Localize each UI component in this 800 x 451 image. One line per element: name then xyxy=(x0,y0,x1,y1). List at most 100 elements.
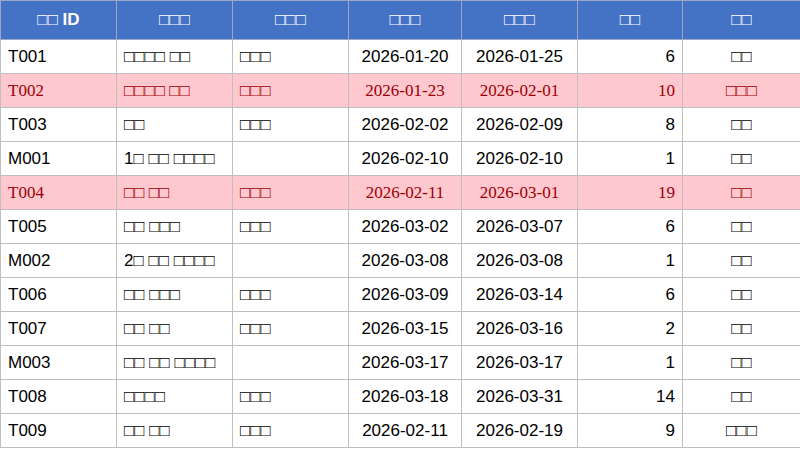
cell-assignee[interactable]: □□□ xyxy=(233,74,349,108)
cell-task-id[interactable]: T003 xyxy=(1,108,117,142)
header-cell-start-date[interactable]: □□□ xyxy=(349,1,462,40)
cell-duration[interactable]: 19 xyxy=(578,176,683,210)
cell-task-id[interactable]: M003 xyxy=(1,346,117,380)
cell-task-name[interactable]: □□ xyxy=(117,108,233,142)
header-cell-end-date[interactable]: □□□ xyxy=(462,1,578,40)
cell-end-date[interactable]: 2026-03-17 xyxy=(462,346,578,380)
cell-assignee[interactable]: □□□ xyxy=(233,312,349,346)
cell-task-id[interactable]: M002 xyxy=(1,244,117,278)
header-cell-task-name[interactable]: □□□ xyxy=(117,1,233,40)
cell-task-id[interactable]: T009 xyxy=(1,414,117,448)
cell-task-name[interactable]: □□ □□ xyxy=(117,176,233,210)
cell-task-name[interactable]: □□□□ □□ xyxy=(117,74,233,108)
cell-task-name[interactable]: □□ □□□ xyxy=(117,210,233,244)
cell-start-date[interactable]: 2026-02-11 xyxy=(349,414,462,448)
cell-status[interactable]: □□ xyxy=(683,278,800,312)
cell-duration[interactable]: 6 xyxy=(578,278,683,312)
cell-assignee[interactable]: □□□ xyxy=(233,210,349,244)
cell-assignee[interactable]: □□□ xyxy=(233,414,349,448)
cell-assignee[interactable] xyxy=(233,346,349,380)
cell-status[interactable]: □□ xyxy=(683,346,800,380)
cell-status[interactable]: □□ xyxy=(683,108,800,142)
cell-duration[interactable]: 6 xyxy=(578,210,683,244)
cell-task-name[interactable]: □□ □□□ xyxy=(117,278,233,312)
cell-assignee[interactable] xyxy=(233,142,349,176)
cell-duration[interactable]: 10 xyxy=(578,74,683,108)
cell-start-date[interactable]: 2026-03-15 xyxy=(349,312,462,346)
cell-duration[interactable]: 1 xyxy=(578,142,683,176)
cell-assignee[interactable] xyxy=(233,244,349,278)
cell-end-date[interactable]: 2026-03-16 xyxy=(462,312,578,346)
cell-start-date[interactable]: 2026-03-17 xyxy=(349,346,462,380)
cell-duration[interactable]: 8 xyxy=(578,108,683,142)
table-row[interactable]: M003 □□ □□ □□□□ 2026-03-17 2026-03-17 1 … xyxy=(1,346,800,380)
cell-task-name[interactable]: □□□□ □□ xyxy=(117,40,233,74)
cell-start-date[interactable]: 2026-03-18 xyxy=(349,380,462,414)
cell-task-id[interactable]: T004 xyxy=(1,176,117,210)
table-row[interactable]: T005 □□ □□□ □□□ 2026-03-02 2026-03-07 6 … xyxy=(1,210,800,244)
table-row[interactable]: T006 □□ □□□ □□□ 2026-03-09 2026-03-14 6 … xyxy=(1,278,800,312)
header-cell-task-id[interactable]: □□ ID xyxy=(1,1,117,40)
table-row[interactable]: M001 1□ □□ □□□□ 2026-02-10 2026-02-10 1 … xyxy=(1,142,800,176)
cell-end-date[interactable]: 2026-02-19 xyxy=(462,414,578,448)
cell-status[interactable]: □□ xyxy=(683,40,800,74)
cell-assignee[interactable]: □□□ xyxy=(233,176,349,210)
cell-end-date[interactable]: 2026-03-31 xyxy=(462,380,578,414)
cell-duration[interactable]: 6 xyxy=(578,40,683,74)
cell-task-id[interactable]: T007 xyxy=(1,312,117,346)
cell-task-name[interactable]: 1□ □□ □□□□ xyxy=(117,142,233,176)
cell-start-date[interactable]: 2026-02-11 xyxy=(349,176,462,210)
cell-task-name[interactable]: □□ □□ xyxy=(117,312,233,346)
cell-duration[interactable]: 9 xyxy=(578,414,683,448)
cell-end-date[interactable]: 2026-02-09 xyxy=(462,108,578,142)
cell-status[interactable]: □□ xyxy=(683,312,800,346)
cell-end-date[interactable]: 2026-03-01 xyxy=(462,176,578,210)
cell-end-date[interactable]: 2026-03-07 xyxy=(462,210,578,244)
cell-end-date[interactable]: 2026-01-25 xyxy=(462,40,578,74)
table-row[interactable]: T007 □□ □□ □□□ 2026-03-15 2026-03-16 2 □… xyxy=(1,312,800,346)
table-row[interactable]: M002 2□ □□ □□□□ 2026-03-08 2026-03-08 1 … xyxy=(1,244,800,278)
header-cell-duration[interactable]: □□ xyxy=(578,1,683,40)
cell-status[interactable]: □□□ xyxy=(683,414,800,448)
cell-end-date[interactable]: 2026-02-01 xyxy=(462,74,578,108)
cell-end-date[interactable]: 2026-02-10 xyxy=(462,142,578,176)
cell-status[interactable]: □□ xyxy=(683,244,800,278)
table-row[interactable]: T003 □□ □□□ 2026-02-02 2026-02-09 8 □□ xyxy=(1,108,800,142)
cell-task-name[interactable]: □□ □□ xyxy=(117,414,233,448)
cell-status[interactable]: □□□ xyxy=(683,74,800,108)
cell-task-id[interactable]: T008 xyxy=(1,380,117,414)
header-cell-assignee[interactable]: □□□ xyxy=(233,1,349,40)
cell-start-date[interactable]: 2026-01-20 xyxy=(349,40,462,74)
table-row[interactable]: T004 □□ □□ □□□ 2026-02-11 2026-03-01 19 … xyxy=(1,176,800,210)
cell-assignee[interactable]: □□□ xyxy=(233,380,349,414)
cell-status[interactable]: □□ xyxy=(683,176,800,210)
cell-start-date[interactable]: 2026-02-10 xyxy=(349,142,462,176)
cell-task-name[interactable]: □□□□ xyxy=(117,380,233,414)
cell-end-date[interactable]: 2026-03-08 xyxy=(462,244,578,278)
cell-assignee[interactable]: □□□ xyxy=(233,278,349,312)
cell-status[interactable]: □□ xyxy=(683,210,800,244)
table-row[interactable]: T008 □□□□ □□□ 2026-03-18 2026-03-31 14 □… xyxy=(1,380,800,414)
cell-start-date[interactable]: 2026-03-02 xyxy=(349,210,462,244)
cell-task-id[interactable]: T002 xyxy=(1,74,117,108)
cell-task-id[interactable]: M001 xyxy=(1,142,117,176)
cell-task-id[interactable]: T001 xyxy=(1,40,117,74)
cell-start-date[interactable]: 2026-01-23 xyxy=(349,74,462,108)
cell-status[interactable]: □□ xyxy=(683,380,800,414)
cell-duration[interactable]: 14 xyxy=(578,380,683,414)
cell-assignee[interactable]: □□□ xyxy=(233,108,349,142)
cell-task-name[interactable]: □□ □□ □□□□ xyxy=(117,346,233,380)
table-row[interactable]: T009 □□ □□ □□□ 2026-02-11 2026-02-19 9 □… xyxy=(1,414,800,448)
table-row[interactable]: T002 □□□□ □□ □□□ 2026-01-23 2026-02-01 1… xyxy=(1,74,800,108)
cell-start-date[interactable]: 2026-03-09 xyxy=(349,278,462,312)
cell-duration[interactable]: 1 xyxy=(578,346,683,380)
cell-assignee[interactable]: □□□ xyxy=(233,40,349,74)
cell-task-name[interactable]: 2□ □□ □□□□ xyxy=(117,244,233,278)
cell-task-id[interactable]: T005 xyxy=(1,210,117,244)
header-cell-status[interactable]: □□ xyxy=(683,1,800,40)
table-row[interactable]: T001 □□□□ □□ □□□ 2026-01-20 2026-01-25 6… xyxy=(1,40,800,74)
cell-duration[interactable]: 1 xyxy=(578,244,683,278)
cell-end-date[interactable]: 2026-03-14 xyxy=(462,278,578,312)
cell-start-date[interactable]: 2026-02-02 xyxy=(349,108,462,142)
cell-task-id[interactable]: T006 xyxy=(1,278,117,312)
